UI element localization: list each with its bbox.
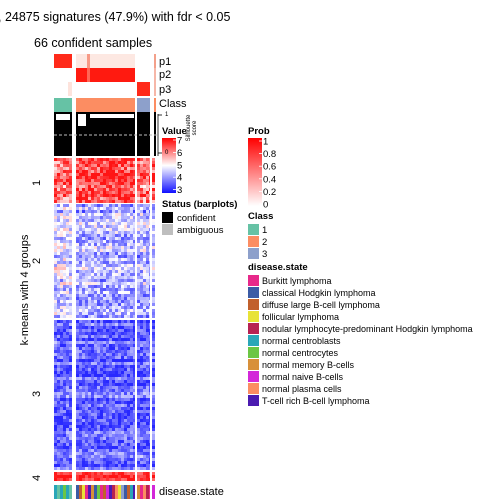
chart-subtitle: 66 confident samples: [34, 36, 153, 50]
silhouette-tick-1: 1: [165, 112, 169, 118]
annotation-label-p2: p2: [159, 69, 172, 81]
row-group-label-4: 4: [31, 475, 43, 481]
annotation-label-p3: p3: [159, 84, 172, 96]
disease-legend-label: normal centroblasts: [262, 336, 341, 346]
disease-legend-swatch: [248, 371, 259, 382]
disease-legend-label: normal naive B-cells: [262, 372, 344, 382]
p1-track-class2: [76, 54, 135, 68]
status-legend-label-ambiguous: ambiguous: [177, 225, 224, 236]
class-track-3: [137, 98, 150, 112]
silhouette-bars: [54, 112, 156, 156]
value-legend-tick-6: 6: [177, 148, 182, 159]
p3-track-class3: [137, 82, 150, 96]
disease-legend-title: disease.state: [248, 262, 308, 273]
prob-legend-tick-1: 1: [263, 137, 268, 148]
p1-track-class1: [54, 54, 72, 68]
disease-legend-swatch: [248, 359, 259, 370]
silhouette-sep-1: [72, 112, 76, 156]
prob-legend-tick-0.6: 0.6: [263, 162, 276, 173]
p1-track-mark: [87, 54, 90, 68]
silhouette-gap-c: [90, 114, 134, 118]
p3-track-tail: [154, 82, 156, 96]
annotation-label-class: Class: [159, 98, 187, 110]
disease-legend-swatch: [248, 275, 259, 286]
heatmap-row-group-2: [54, 204, 155, 318]
annotation-label-disease-state: disease.state: [159, 486, 224, 498]
disease-legend-label: normal centrocytes: [262, 348, 339, 358]
value-legend-colorbar: [162, 138, 176, 193]
heatmap-row-group-1: [54, 158, 155, 203]
silhouette-axis-label: Silhouette score: [186, 114, 198, 142]
disease-legend-label: nodular lymphocyte-predominant Hodgkin l…: [262, 324, 473, 334]
class-legend-label-3: 3: [262, 249, 267, 260]
row-group-label-3: 3: [31, 391, 43, 397]
disease-legend-label: follicular lymphoma: [262, 312, 339, 322]
heatmap-body: [54, 158, 155, 481]
row-group-label-1: 1: [31, 180, 43, 186]
disease-state-track: [54, 485, 155, 499]
disease-legend-label: T-cell rich B-cell lymphoma: [262, 396, 370, 406]
annotation-label-p1: p1: [159, 56, 172, 68]
chart-title: , 24875 signatures (47.9%) with fdr < 0.…: [0, 10, 231, 24]
class-legend-swatch-3: [248, 248, 259, 259]
prob-legend-tick-0.2: 0.2: [263, 187, 276, 198]
silhouette-tick-0: 0: [165, 150, 169, 156]
value-legend-tick-3: 3: [177, 185, 182, 196]
status-legend-swatch-ambiguous: [162, 224, 173, 235]
column-annotations: [54, 54, 156, 112]
disease-legend-swatch: [248, 347, 259, 358]
disease-legend-label: normal memory B-cells: [262, 360, 355, 370]
p3-track-mark: [68, 82, 72, 96]
silhouette-gap-a: [56, 114, 70, 120]
disease-legend-label: diffuse large B-cell lymphoma: [262, 300, 380, 310]
silhouette-barplot: [54, 112, 162, 156]
p1-track-class3: [137, 54, 150, 68]
p1-track-tail: [154, 54, 156, 68]
status-legend-swatch-confident: [162, 212, 173, 223]
disease-legend-swatch: [248, 299, 259, 310]
disease-legend-swatch: [248, 395, 259, 406]
disease-legend-label: normal plasma cells: [262, 384, 342, 394]
prob-legend-title: Prob: [248, 126, 270, 137]
class-track-1: [54, 98, 72, 112]
status-legend-title: Status (barplots): [162, 199, 238, 210]
disease-legend-swatch: [248, 323, 259, 334]
disease-legend-swatch: [248, 287, 259, 298]
row-group-label-2: 2: [31, 258, 43, 264]
disease-legend-label: classical Hodgkin lymphoma: [262, 288, 376, 298]
status-legend-label-confident: confident: [177, 213, 216, 224]
p2-track-tail: [154, 68, 156, 82]
class-legend-title: Class: [248, 211, 274, 222]
heatmap-row-group-3: [54, 320, 155, 470]
p2-track-class2: [76, 68, 135, 82]
class-track-2: [76, 98, 135, 112]
class-legend-label-2: 2: [262, 237, 267, 248]
prob-legend-tick-0.8: 0.8: [263, 149, 276, 160]
value-legend-tick-5: 5: [177, 160, 182, 171]
disease-legend-label: Burkitt lymphoma: [262, 276, 332, 286]
silhouette-sep-3: [150, 112, 154, 156]
silhouette-sep-2: [135, 112, 137, 156]
class-legend-swatch-2: [248, 236, 259, 247]
class-legend-label-1: 1: [262, 225, 267, 236]
p2-track-mark: [87, 68, 90, 82]
disease-legend-swatch: [248, 383, 259, 394]
value-legend-title: Value: [162, 126, 187, 137]
disease-legend-swatch: [248, 311, 259, 322]
disease-legend-swatch: [248, 335, 259, 346]
value-legend-tick-4: 4: [177, 173, 182, 184]
heatmap-row-group-4: [54, 472, 155, 481]
class-legend-swatch-1: [248, 224, 259, 235]
prob-legend-colorbar: [248, 138, 262, 206]
silhouette-gap-b: [78, 114, 86, 126]
value-legend-tick-7: 7: [177, 136, 182, 147]
class-track-tail: [154, 98, 156, 112]
prob-legend-tick-0: 0: [263, 200, 268, 211]
prob-legend-tick-0.4: 0.4: [263, 174, 276, 185]
